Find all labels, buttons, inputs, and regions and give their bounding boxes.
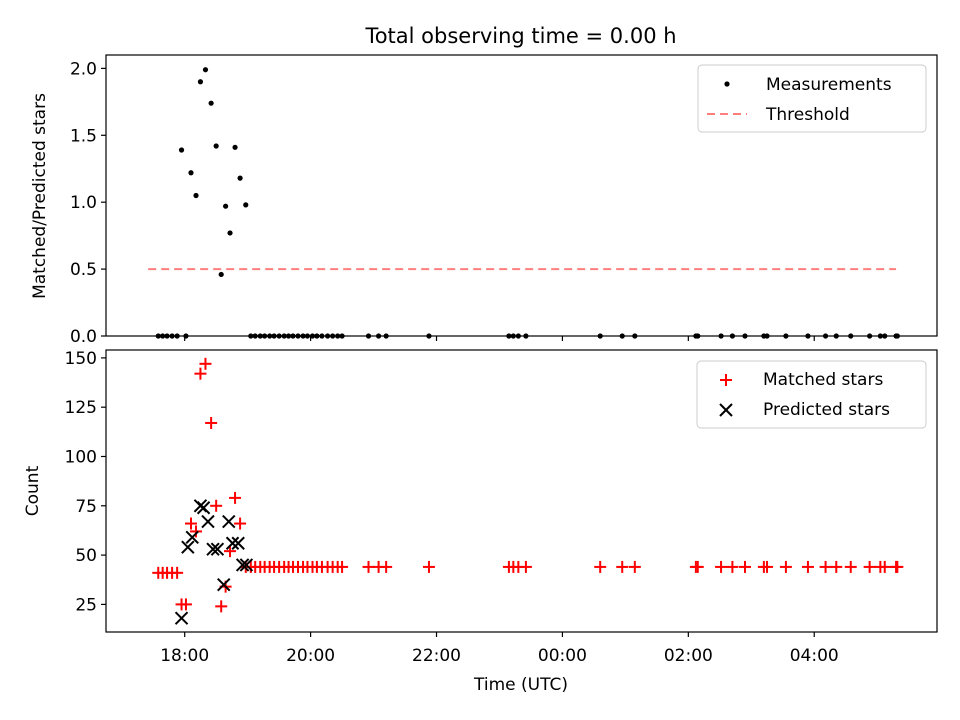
- predicted-star-marker: [235, 558, 250, 572]
- count-y-axis-label: Count: [23, 465, 43, 516]
- matched-star-marker: [205, 416, 218, 429]
- count-x-tick-label: 22:00: [412, 646, 461, 666]
- ratio-y-tick-label: 2.0: [70, 59, 97, 79]
- count-y-tick-label: 25: [75, 595, 97, 615]
- matched-star-marker: [715, 560, 728, 573]
- legend-matched-label: Matched stars: [763, 370, 883, 390]
- matched-star-marker: [194, 367, 207, 380]
- measurement-point: [202, 67, 209, 73]
- ratio-y-axis-label: Matched/Predicted stars: [30, 93, 50, 299]
- predicted-star-marker: [217, 577, 231, 592]
- matched-star-marker: [179, 598, 192, 611]
- measurement-point: [223, 203, 229, 209]
- legend-threshold-label: Threshold: [765, 105, 850, 125]
- matched-star-marker: [199, 357, 212, 370]
- measurement-point: [227, 230, 233, 236]
- predicted-star-marker: [231, 536, 245, 550]
- matched-star-marker: [234, 517, 247, 530]
- measurement-point: [197, 79, 204, 85]
- ratio-panel: 0.00.51.01.52.0 Matched/Predicted stars …: [30, 54, 938, 347]
- matched-star-marker: [863, 560, 876, 573]
- predicted-star-marker: [222, 514, 236, 529]
- predicted-star-marker: [239, 558, 254, 572]
- ratio-y-tick-label: 1.0: [70, 193, 97, 213]
- matched-star-marker: [422, 560, 435, 573]
- count-y-tick-label: 100: [65, 447, 97, 467]
- matched-star-marker: [738, 560, 751, 573]
- measurement-point: [208, 100, 214, 106]
- predicted-star-marker: [210, 542, 225, 556]
- predicted-star-marker: [225, 536, 240, 550]
- matched-star-marker: [362, 560, 375, 573]
- measurement-point: [213, 143, 219, 149]
- matched-star-marker: [801, 560, 814, 573]
- matched-star-marker: [628, 560, 641, 573]
- matched-star-marker: [891, 560, 904, 573]
- matched-star-marker: [726, 560, 739, 573]
- count-legend: Matched stars Predicted stars: [696, 360, 927, 429]
- chart-title: Total observing time = 0.00 h: [364, 24, 676, 48]
- measurement-point: [243, 202, 249, 208]
- predicted-star-marker: [185, 530, 199, 545]
- legend-measurements-label: Measurements: [766, 75, 892, 95]
- count-x-tick-label: 04:00: [790, 646, 839, 666]
- matched-star-marker: [616, 560, 629, 573]
- count-y-tick-label: 150: [65, 349, 97, 369]
- legend-predicted-marker: [719, 403, 733, 417]
- matched-star-marker: [229, 491, 242, 504]
- count-x-tick-label: 00:00: [538, 646, 587, 666]
- predicted-star-marker: [206, 542, 220, 556]
- matched-star-marker: [336, 560, 349, 573]
- matched-star-marker: [594, 560, 607, 573]
- count-x-tick-label: 02:00: [664, 646, 713, 666]
- measurement-point: [218, 271, 224, 278]
- matched-star-marker: [819, 560, 832, 573]
- matched-star-marker: [779, 560, 792, 573]
- legend-matched-marker: [720, 374, 732, 386]
- matched-star-marker: [830, 560, 843, 573]
- count-plot-frame: [105, 349, 938, 633]
- legend-predicted-label: Predicted stars: [763, 400, 890, 420]
- count-y-tick-label: 75: [75, 497, 97, 517]
- ratio-y-tick-label: 1.5: [70, 126, 97, 146]
- matched-star-marker: [190, 525, 203, 538]
- count-legend-box: [696, 360, 927, 429]
- count-y-tick-label: 125: [65, 398, 97, 418]
- measurement-point: [178, 147, 185, 153]
- count-x-tick-label: 18:00: [160, 646, 209, 666]
- matched-star-marker: [380, 560, 393, 573]
- matched-star-marker: [878, 560, 891, 573]
- ratio-legend-box: [697, 64, 927, 133]
- matched-star-marker: [844, 560, 857, 573]
- matched-star-marker: [210, 499, 223, 512]
- count-y-tick-label: 50: [75, 546, 97, 566]
- matched-star-marker: [519, 560, 532, 573]
- predicted-star-marker: [201, 514, 215, 529]
- predicted-star-marker: [174, 611, 189, 625]
- ratio-y-tick-label: 0.0: [70, 327, 97, 347]
- measurement-point: [188, 170, 194, 176]
- measurement-point: [232, 144, 238, 150]
- predicted-star-marker: [196, 501, 211, 515]
- predicted-star-marker: [181, 540, 195, 554]
- ratio-legend: Measurements Threshold: [697, 64, 927, 133]
- ratio-y-tick-label: 0.5: [70, 260, 97, 280]
- count-x-tick-label: 20:00: [286, 646, 335, 666]
- ratio-plot-frame: [105, 54, 938, 337]
- measurement-point: [237, 175, 243, 181]
- matched-star-marker: [691, 560, 704, 573]
- matched-star-marker: [184, 517, 197, 530]
- matched-star-marker: [761, 560, 774, 573]
- matched-star-marker: [215, 600, 228, 613]
- count-panel: 25 50 75 100 125 150 18:00 20:00 22:00 00:00 02:0…: [23, 349, 938, 695]
- matched-star-marker: [171, 566, 184, 579]
- x-axis-label: Time (UTC): [473, 675, 568, 695]
- legend-measurements-marker: [724, 81, 730, 87]
- measurement-point: [193, 192, 199, 199]
